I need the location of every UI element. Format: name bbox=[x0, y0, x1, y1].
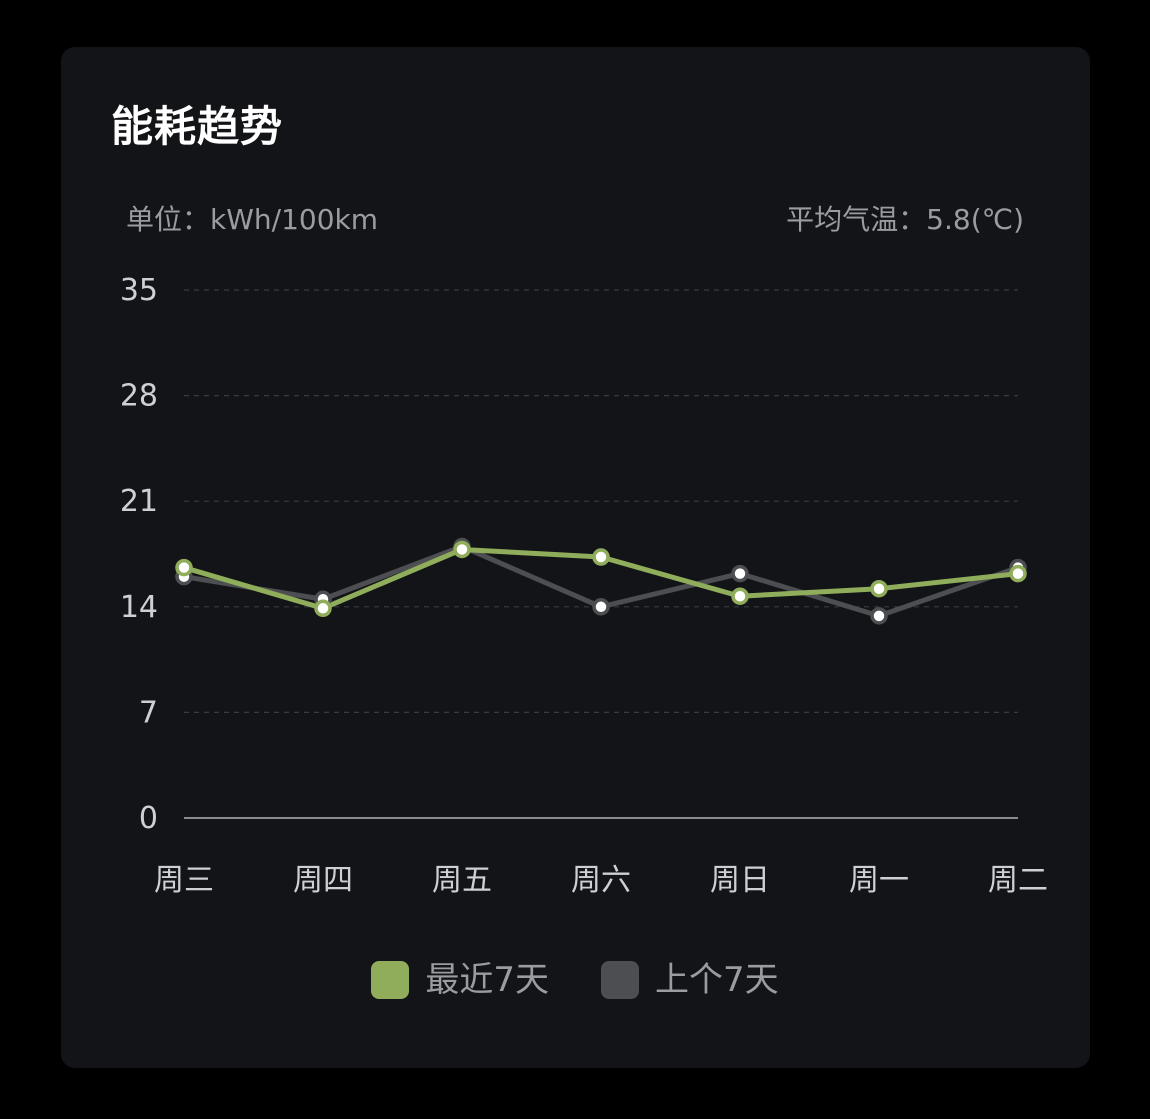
x-tick-label: 周五 bbox=[432, 863, 492, 898]
x-tick-label: 周四 bbox=[293, 863, 353, 898]
legend-swatch bbox=[371, 961, 410, 999]
data-point-previous bbox=[870, 607, 888, 625]
y-tick-label: 7 bbox=[139, 695, 158, 730]
legend-label: 上个7天 bbox=[655, 960, 779, 1000]
legend-item[interactable]: 上个7天 bbox=[601, 961, 779, 999]
card-title: 能耗趋势 bbox=[111, 102, 284, 151]
unit-label: 单位：kWh/100km bbox=[126, 203, 379, 236]
y-tick-label: 0 bbox=[139, 801, 158, 836]
data-point-recent bbox=[731, 587, 749, 605]
x-tick-label: 周三 bbox=[154, 863, 214, 898]
data-point-recent bbox=[870, 579, 888, 598]
x-tick-label: 周二 bbox=[988, 863, 1048, 898]
data-point-recent bbox=[314, 599, 332, 618]
x-tick-label: 周日 bbox=[710, 863, 770, 898]
data-point-previous bbox=[731, 564, 749, 583]
x-tick-label: 周六 bbox=[571, 863, 631, 898]
y-tick-label: 35 bbox=[120, 273, 158, 308]
data-point-previous bbox=[592, 598, 610, 616]
x-tick-label: 周一 bbox=[849, 863, 909, 898]
data-point-recent bbox=[175, 558, 193, 577]
chart-legend: 最近7天 上个7天 bbox=[0, 961, 1150, 999]
y-tick-label: 28 bbox=[120, 379, 158, 414]
legend-swatch bbox=[601, 961, 639, 999]
y-tick-label: 14 bbox=[120, 590, 158, 625]
data-point-recent bbox=[453, 540, 471, 559]
legend-label: 最近7天 bbox=[425, 960, 549, 1000]
data-point-recent bbox=[592, 548, 610, 566]
legend-item[interactable]: 最近7天 bbox=[371, 961, 549, 999]
avg-temperature-label: 平均气温：5.8(℃) bbox=[786, 203, 1024, 236]
y-tick-label: 21 bbox=[120, 484, 158, 519]
data-point-recent bbox=[1009, 564, 1027, 583]
